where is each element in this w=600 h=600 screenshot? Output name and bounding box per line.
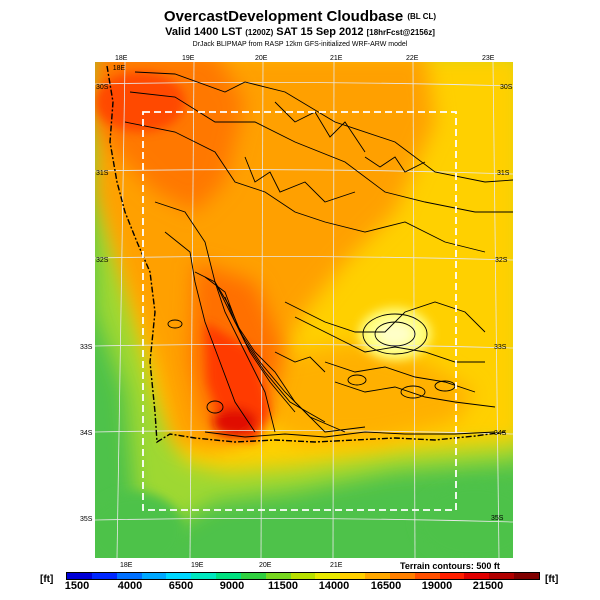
lat-label-right-35s: 35S xyxy=(491,515,504,522)
lat-label-right-34s: 34S xyxy=(494,430,507,437)
lat-label-left-32s: 32S xyxy=(96,257,109,264)
colorbar-unit-left: [ft] xyxy=(40,574,54,585)
coastline xyxy=(106,65,506,444)
lat-label-left-31s: 31S xyxy=(96,170,109,177)
colorbar-swatch xyxy=(389,573,416,579)
valid-prefix: Valid 1400 LST xyxy=(165,26,243,38)
colorbar-swatch xyxy=(67,573,93,579)
lon-label-bottom-18e: 18E xyxy=(120,562,133,569)
lon-label-top-22e: 22E xyxy=(406,55,419,62)
lat-label-right-31s: 31S xyxy=(497,170,510,177)
title-tag: (BL CL) xyxy=(407,12,437,21)
colorbar-swatch xyxy=(290,573,316,579)
colorbar-tick-14000: 14000 xyxy=(318,580,350,592)
colorbar-swatch xyxy=(166,573,192,579)
colorbar-swatch xyxy=(265,573,292,579)
colorbar xyxy=(66,572,540,580)
valid-time: Valid 1400 LST (1200Z) SAT 15 Sep 2012 [… xyxy=(0,26,600,38)
terrain-contours xyxy=(124,71,513,438)
colorbar-swatch xyxy=(216,573,242,579)
colorbar-tick-9000: 9000 xyxy=(219,580,245,592)
lat-label-left-35s: 35S xyxy=(80,516,93,523)
colorbar-swatch xyxy=(439,573,465,579)
colorbar-tick-1500: 1500 xyxy=(64,580,90,592)
colorbar-tick-4000: 4000 xyxy=(117,580,143,592)
lon-labels-top: 18E 19E 20E 21E 22E 23E xyxy=(113,65,126,72)
lat-label-left-34s: 34S xyxy=(80,430,93,437)
lon-top-18e: 18E xyxy=(113,65,126,72)
colorbar-swatch xyxy=(489,573,515,579)
colorbar-tick-19000: 19000 xyxy=(421,580,453,592)
colorbar-swatch xyxy=(141,573,167,579)
lon-label-top-21e: 21E xyxy=(330,55,343,62)
lon-label-top-19e: 19E xyxy=(182,55,195,62)
colorbar-swatch xyxy=(414,573,441,579)
lon-label-bottom-19e: 19E xyxy=(191,562,204,569)
lon-label-top-20e: 20E xyxy=(255,55,268,62)
lon-label-top-18e: 18E xyxy=(115,55,128,62)
cloudbase-map: 18E 19E 20E 21E 22E 23E xyxy=(95,62,513,558)
colorbar-swatch xyxy=(91,573,118,579)
colorbar-swatch xyxy=(464,573,490,579)
lat-label-right-30s: 30S xyxy=(500,84,513,91)
colorbar-swatch xyxy=(514,573,540,579)
lat-label-left-30s: 30S xyxy=(96,84,109,91)
colorbar-tick-16500: 16500 xyxy=(370,580,402,592)
lon-label-top-23e: 23E xyxy=(482,55,495,62)
colorbar-tick-6500: 6500 xyxy=(168,580,194,592)
colorbar-swatch xyxy=(315,573,341,579)
terrain-contour-note: Terrain contours: 500 ft xyxy=(400,561,500,571)
forecast-domain-box xyxy=(142,111,457,511)
colorbar-swatch xyxy=(240,573,267,579)
forecast-tag: [18hrFcst@2156z] xyxy=(366,28,435,37)
colorbar-unit-right: [ft] xyxy=(545,574,559,585)
lat-label-left-33s: 33S xyxy=(80,344,93,351)
credit-line: DrJack BLIPMAP from RASP 12km GFS-initia… xyxy=(192,41,408,48)
title-main: OvercastDevelopment Cloudbase xyxy=(163,8,404,25)
lat-label-right-32s: 32S xyxy=(495,257,508,264)
lon-label-bottom-21e: 21E xyxy=(330,562,343,569)
colorbar-swatch xyxy=(116,573,142,579)
lat-label-right-33s: 33S xyxy=(494,344,507,351)
colorbar-swatch xyxy=(191,573,217,579)
colorbar-swatch xyxy=(340,573,366,579)
lat-lon-grid xyxy=(95,62,513,558)
colorbar-tick-21500: 21500 xyxy=(472,580,504,592)
colorbar-tick-11500: 11500 xyxy=(268,580,298,592)
colorbar-swatch xyxy=(365,573,391,579)
map-title: OvercastDevelopment Cloudbase (BL CL) xyxy=(0,8,600,25)
valid-utc: (1200Z) xyxy=(245,28,274,37)
lon-label-bottom-20e: 20E xyxy=(259,562,272,569)
field-layer-pale xyxy=(359,308,431,360)
valid-date: SAT 15 Sep 2012 xyxy=(276,26,364,38)
